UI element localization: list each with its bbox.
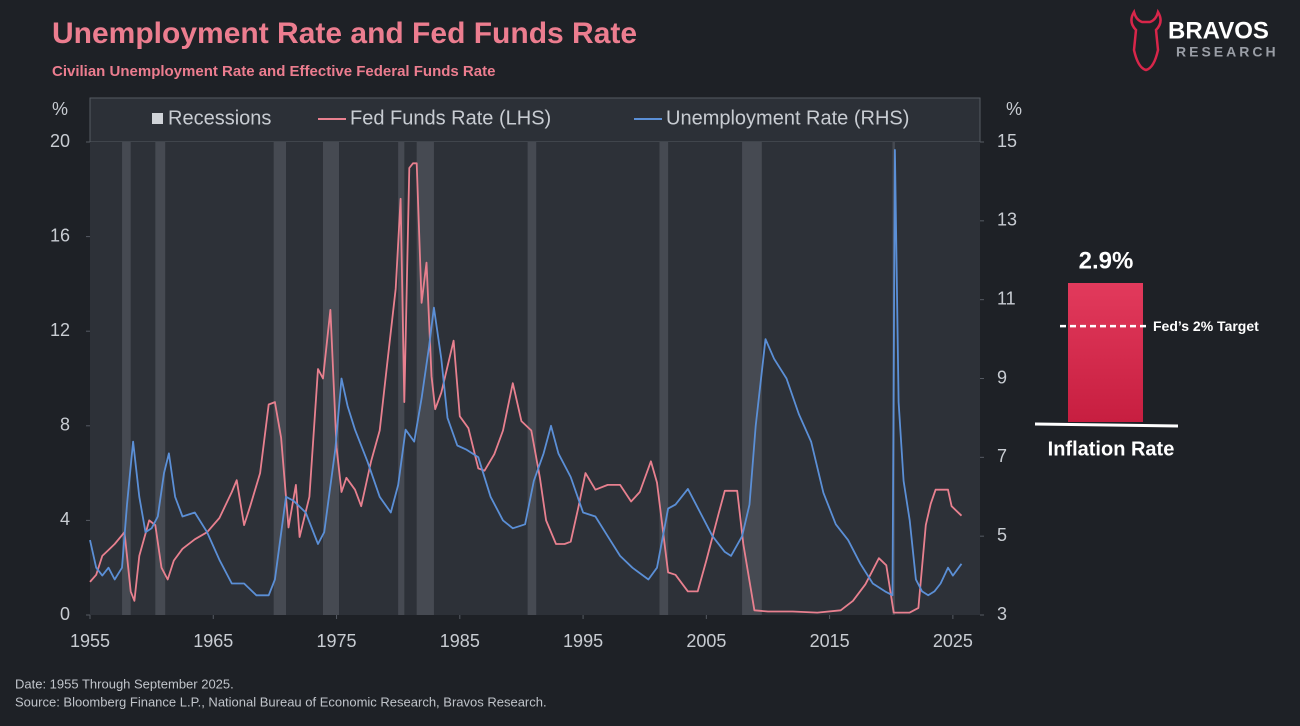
x-tick-label: 1955 bbox=[70, 631, 110, 651]
y2-tick-label: 3 bbox=[997, 604, 1007, 624]
logo-icon bbox=[1130, 8, 1162, 72]
y-tick-label: 4 bbox=[60, 509, 70, 529]
logo-subname: RESEARCH bbox=[1176, 44, 1279, 60]
x-tick-label: 2005 bbox=[686, 631, 726, 651]
x-tick-label: 1965 bbox=[193, 631, 233, 651]
baseline bbox=[1034, 422, 1179, 428]
x-tick-label: 2025 bbox=[933, 631, 973, 651]
legend-label: Recessions bbox=[168, 107, 271, 129]
bar bbox=[1068, 283, 1143, 422]
recession-band bbox=[322, 142, 340, 615]
x-tick-label: 2015 bbox=[810, 631, 850, 651]
chart-subtitle: Civilian Unemployment Rate and Effective… bbox=[52, 63, 495, 80]
x-tick-label: 1975 bbox=[317, 631, 357, 651]
recession-band bbox=[122, 142, 131, 615]
legend-swatch bbox=[152, 113, 163, 124]
y-tick-label: 20 bbox=[50, 131, 70, 151]
recession-band bbox=[398, 142, 405, 615]
recession-band bbox=[527, 142, 537, 615]
x-tick-label: 1995 bbox=[563, 631, 603, 651]
y2-tick-label: 5 bbox=[997, 525, 1007, 545]
legend-box bbox=[89, 97, 981, 143]
y2-tick-label: 15 bbox=[997, 131, 1017, 151]
y2-tick-label: 7 bbox=[997, 446, 1007, 466]
y2-tick-label: 9 bbox=[997, 367, 1007, 387]
y-tick-label: 8 bbox=[60, 415, 70, 435]
recession-band bbox=[273, 142, 286, 615]
y2-tick-label: 11 bbox=[997, 288, 1016, 308]
logo: BRAVOS RESEARCH bbox=[1130, 8, 1279, 72]
legend-label: Unemployment Rate (RHS) bbox=[666, 107, 909, 129]
value-label: 2.9% bbox=[1079, 247, 1134, 274]
recession-band bbox=[659, 142, 669, 615]
note: Source: Bloomberg Finance L.P., National… bbox=[15, 694, 547, 709]
recession-band bbox=[742, 142, 762, 615]
x-tick-label: 1985 bbox=[440, 631, 480, 651]
y-tick-label: 16 bbox=[50, 225, 70, 245]
plot: 0 4 8 12 16 20 3 5 7 9 11 13 15 1955 1965 1975 1985 1995 2… bbox=[50, 107, 1017, 650]
series-line bbox=[89, 149, 963, 597]
y2-axis-label: % bbox=[1006, 99, 1022, 119]
y2-tick-label: 13 bbox=[997, 210, 1017, 230]
y-axis-label: % bbox=[52, 99, 68, 119]
category-label: Inflation Rate bbox=[1048, 438, 1175, 460]
y-tick-label: 0 bbox=[60, 604, 70, 624]
series-line bbox=[89, 162, 963, 614]
y-tick-label: 12 bbox=[50, 320, 70, 340]
note: Date: 1955 Through September 2025. bbox=[15, 676, 234, 691]
chart-title: Unemployment Rate and Fed Funds Rate bbox=[52, 17, 637, 50]
inset: 2.9% Inflation Rate Fed’s 2% Target bbox=[1034, 247, 1259, 460]
recession-band bbox=[155, 142, 166, 615]
logo-name: BRAVOS bbox=[1168, 17, 1269, 44]
target-label: Fed’s 2% Target bbox=[1153, 318, 1259, 334]
legend-label: Fed Funds Rate (LHS) bbox=[350, 107, 551, 129]
